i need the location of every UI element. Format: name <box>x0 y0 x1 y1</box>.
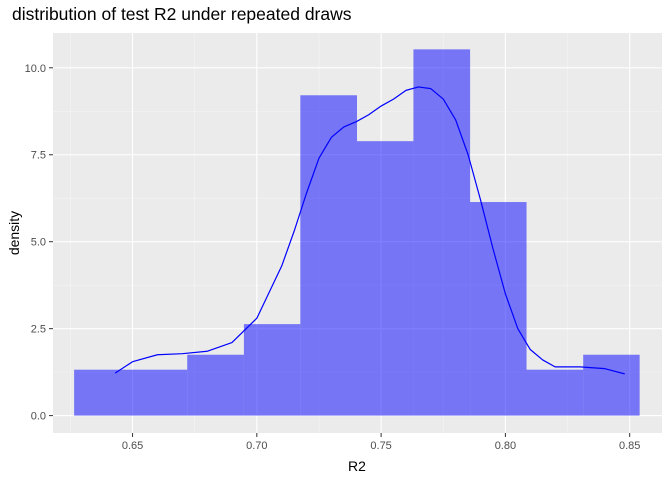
histogram-bar <box>526 369 584 416</box>
y-axis-ticks: 0.0 2.5 5.0 7.5 10.0 <box>25 63 53 423</box>
y-axis-title: density <box>6 211 22 255</box>
x-tick-label: 0.85 <box>619 440 640 452</box>
density-curve <box>114 86 625 375</box>
x-tick-label: 0.75 <box>370 440 391 452</box>
y-tick-label: 5.0 <box>31 237 46 249</box>
histogram-bar <box>413 49 471 416</box>
x-tick-label: 0.80 <box>495 440 516 452</box>
histogram-bars <box>74 49 640 416</box>
x-axis-title: R2 <box>348 458 366 474</box>
x-axis-ticks: 0.65 0.70 0.75 0.80 0.85 <box>122 433 640 452</box>
histogram-bar <box>470 202 527 416</box>
y-tick-label: 0.0 <box>31 411 46 423</box>
histogram-bar <box>74 369 188 416</box>
y-tick-label: 10.0 <box>25 63 46 75</box>
y-tick-label: 7.5 <box>31 150 46 162</box>
histogram-bar <box>243 324 301 416</box>
histogram-bar <box>187 354 244 416</box>
chart-title: distribution of test R2 under repeated d… <box>12 4 352 24</box>
x-tick-label: 0.70 <box>246 440 267 452</box>
y-tick-label: 2.5 <box>31 324 46 336</box>
histogram-bar <box>583 354 640 416</box>
histogram-bar <box>300 95 358 416</box>
x-tick-label: 0.65 <box>122 440 143 452</box>
histogram-bar <box>357 141 414 416</box>
